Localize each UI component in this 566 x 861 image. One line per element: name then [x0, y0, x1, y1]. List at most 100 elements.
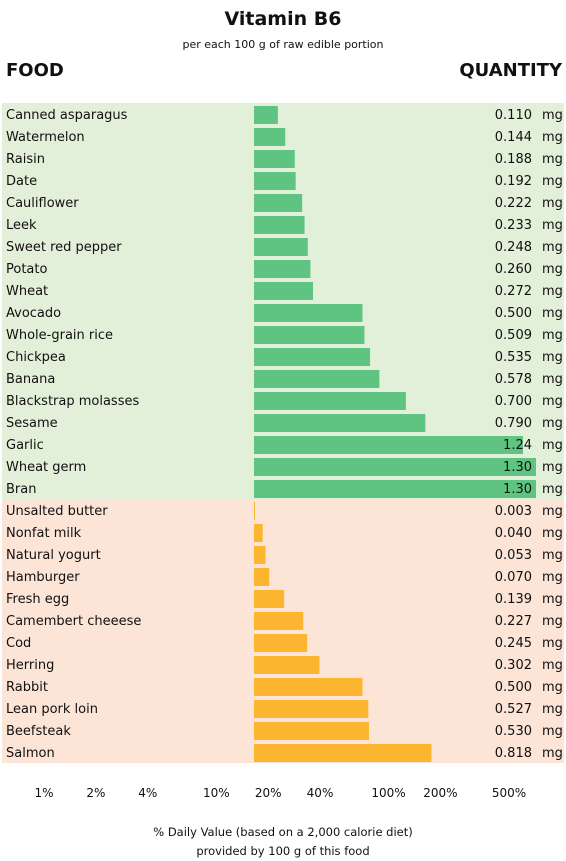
value-label: 0.500 [495, 306, 532, 321]
bar [254, 238, 308, 256]
food-label: Fresh egg [6, 592, 69, 607]
value-label: 0.700 [495, 394, 532, 409]
bar [254, 744, 432, 762]
value-label: 1.30 [503, 482, 532, 497]
quantity-column-header: QUANTITY [459, 60, 562, 81]
x-tick-label: 20% [255, 786, 282, 800]
unit-label: mg [542, 592, 563, 607]
food-label: Unsalted butter [6, 504, 108, 519]
bar [254, 282, 314, 300]
unit-label: mg [542, 702, 563, 717]
bar [254, 678, 363, 696]
chart-subtitle: per each 100 g of raw edible portion [182, 38, 384, 51]
chart-title: Vitamin B6 [224, 8, 342, 30]
bar [254, 480, 536, 498]
food-column-header: FOOD [6, 60, 64, 81]
value-label: 0.790 [495, 416, 532, 431]
bar [254, 392, 406, 410]
bar [254, 590, 285, 608]
value-label: 0.003 [495, 504, 532, 519]
food-label: Chickpea [6, 350, 66, 365]
unit-label: mg [542, 394, 563, 409]
unit-label: mg [542, 460, 563, 475]
x-axis-label-line1: % Daily Value (based on a 2,000 calorie … [153, 825, 413, 839]
value-label: 0.527 [495, 702, 532, 717]
food-label: Potato [6, 262, 47, 277]
value-label: 0.188 [495, 152, 532, 167]
food-label: Watermelon [6, 130, 85, 145]
food-label: Lean pork loin [6, 702, 98, 717]
unit-label: mg [542, 526, 563, 541]
value-label: 0.192 [495, 174, 532, 189]
x-axis-label-line2: provided by 100 g of this food [196, 844, 370, 858]
bar [254, 568, 270, 586]
food-label: Banana [6, 372, 55, 387]
value-label: 0.040 [495, 526, 532, 541]
value-label: 0.222 [495, 196, 532, 211]
food-label: Herring [6, 658, 54, 673]
value-label: 0.070 [495, 570, 532, 585]
food-label: Whole-grain rice [6, 328, 113, 343]
food-label: Sesame [6, 416, 58, 431]
food-label: Salmon [6, 746, 55, 761]
bar [254, 414, 426, 432]
unit-label: mg [542, 174, 563, 189]
value-label: 0.144 [495, 130, 532, 145]
food-label: Sweet red pepper [6, 240, 122, 255]
unit-label: mg [542, 306, 563, 321]
bar [254, 348, 371, 366]
group-background-1 [2, 103, 564, 499]
value-label: 0.500 [495, 680, 532, 695]
unit-label: mg [542, 416, 563, 431]
food-label: Natural yogurt [6, 548, 101, 563]
food-label: Avocado [6, 306, 61, 321]
group-background-2 [2, 499, 564, 763]
unit-label: mg [542, 130, 563, 145]
x-tick-label: 4% [138, 786, 157, 800]
value-label: 1.24 [503, 438, 532, 453]
food-label: Wheat [6, 284, 48, 299]
food-label: Cod [6, 636, 31, 651]
bar [254, 150, 295, 168]
food-label: Wheat germ [6, 460, 86, 475]
value-label: 0.535 [495, 350, 532, 365]
food-label: Bran [6, 482, 36, 497]
unit-label: mg [542, 350, 563, 365]
x-tick-label: 1% [34, 786, 53, 800]
unit-label: mg [542, 614, 563, 629]
value-label: 1.30 [503, 460, 532, 475]
value-label: 0.509 [495, 328, 532, 343]
food-label: Beefsteak [6, 724, 71, 739]
value-label: 0.302 [495, 658, 532, 673]
value-label: 0.260 [495, 262, 532, 277]
bar [254, 216, 305, 234]
unit-label: mg [542, 570, 563, 585]
food-label: Hamburger [6, 570, 80, 585]
bar [254, 546, 266, 564]
value-label: 0.053 [495, 548, 532, 563]
bar [254, 502, 255, 520]
food-label: Leek [6, 218, 37, 233]
unit-label: mg [542, 438, 563, 453]
unit-label: mg [542, 680, 563, 695]
unit-label: mg [542, 372, 563, 387]
x-tick-label: 500% [492, 786, 526, 800]
food-label: Garlic [6, 438, 44, 453]
bar [254, 436, 523, 454]
bar [254, 722, 369, 740]
value-label: 0.530 [495, 724, 532, 739]
unit-label: mg [542, 746, 563, 761]
value-label: 0.110 [495, 108, 532, 123]
value-label: 0.578 [495, 372, 532, 387]
bar [254, 612, 304, 630]
unit-label: mg [542, 284, 563, 299]
value-label: 0.272 [495, 284, 532, 299]
food-label: Raisin [6, 152, 45, 167]
unit-label: mg [542, 108, 563, 123]
value-label: 0.139 [495, 592, 532, 607]
value-label: 0.818 [495, 746, 532, 761]
bar [254, 634, 308, 652]
food-label: Nonfat milk [6, 526, 82, 541]
bar [254, 194, 303, 212]
